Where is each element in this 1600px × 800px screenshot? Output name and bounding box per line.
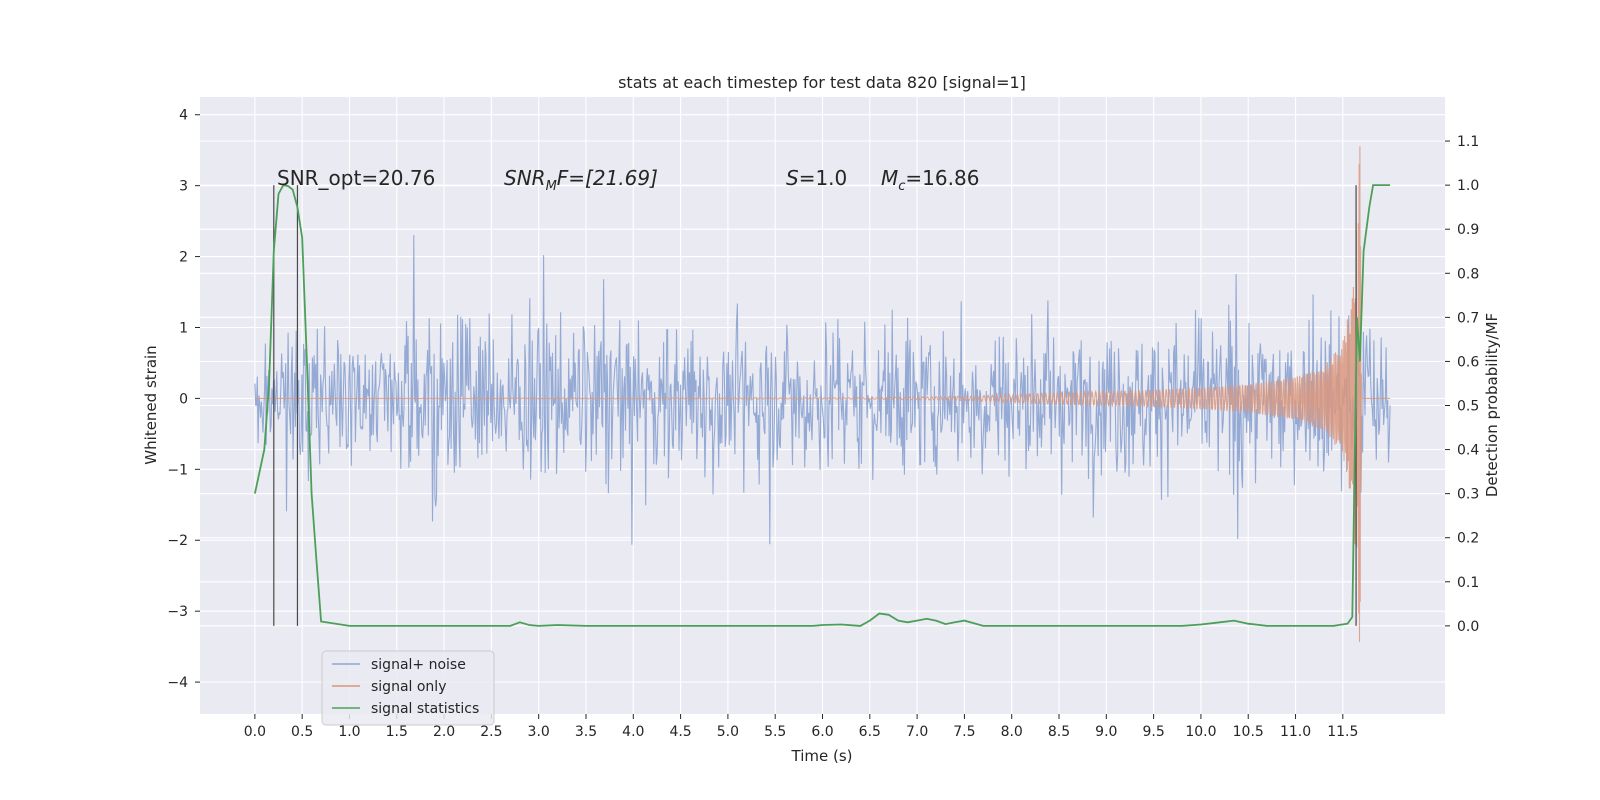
x-tick-label: 1.0 bbox=[338, 724, 360, 740]
y-right-axis-label: Detection probability/MF bbox=[1483, 313, 1501, 497]
annotation-s-symbol: S bbox=[786, 166, 799, 190]
annotation-mc-sub: c bbox=[898, 179, 905, 194]
x-tick-label: 8.0 bbox=[1001, 724, 1023, 740]
x-tick-label: 3.0 bbox=[528, 724, 550, 740]
x-tick-label: 0.0 bbox=[244, 724, 266, 740]
x-tick-label: 5.0 bbox=[717, 724, 739, 740]
x-tick-label: 6.5 bbox=[859, 724, 881, 740]
y-right-tick-label: 1.0 bbox=[1457, 178, 1479, 194]
y-left-tick-label: 2 bbox=[179, 250, 188, 266]
x-tick-label: 2.5 bbox=[480, 724, 502, 740]
y-left-tick-label: 3 bbox=[179, 179, 188, 195]
x-tick-label: 2.0 bbox=[433, 724, 455, 740]
x-tick-label: 7.0 bbox=[906, 724, 928, 740]
chart-title: stats at each timestep for test data 820… bbox=[618, 73, 1026, 92]
signal-only-series bbox=[254, 146, 1391, 642]
x-tick-label: 10.5 bbox=[1233, 724, 1264, 740]
x-tick-label: 4.5 bbox=[669, 724, 691, 740]
x-tick-label: 3.5 bbox=[575, 724, 597, 740]
annotation-snr-mf-base: SNR bbox=[504, 166, 546, 190]
annotation-snr-mf-sub: M bbox=[546, 179, 557, 194]
signal-statistics-line bbox=[254, 184, 1391, 627]
y-right-tick-label: 0.7 bbox=[1457, 310, 1479, 326]
y-right-tick-label: 0.9 bbox=[1457, 222, 1479, 238]
y-left-tick-label: 1 bbox=[179, 320, 188, 336]
signal-noise-line bbox=[254, 235, 1391, 545]
x-tick-label: 5.5 bbox=[764, 724, 786, 740]
y-left-tick-label: −4 bbox=[167, 675, 188, 691]
signal-only-line bbox=[254, 146, 1391, 642]
y-right-tick-label: 0.2 bbox=[1457, 531, 1479, 547]
annotation-mc-symbol: M bbox=[881, 166, 898, 190]
annotation-s: S=1.0 bbox=[786, 166, 847, 190]
x-tick-label: 4.0 bbox=[622, 724, 644, 740]
x-tick-label: 7.5 bbox=[953, 724, 975, 740]
y-right-axis-ticks: 0.0 0.1 0.2 0.3 0.4 0.5 0.6 0.7 0.8 0.9 1.0 1.1 bbox=[1445, 134, 1479, 635]
y-left-tick-label: −1 bbox=[167, 462, 188, 478]
y-left-tick-label: 4 bbox=[179, 108, 188, 124]
x-axis-ticks: 0.0 0.5 1.0 1.5 2.0 2.5 3.0 3.5 4.0 4.5 5.0 5.5 6.0 6… bbox=[244, 714, 1358, 740]
y-right-tick-label: 0.4 bbox=[1457, 443, 1479, 459]
y-left-axis-label: Whitened strain bbox=[142, 345, 160, 464]
signal-statistics-series bbox=[254, 184, 1391, 627]
y-left-tick-label: −2 bbox=[167, 533, 188, 549]
signal-noise-series bbox=[254, 235, 1391, 545]
x-tick-label: 11.0 bbox=[1280, 724, 1311, 740]
annotation-snr-mf-rest: F=[21.69] bbox=[557, 166, 658, 190]
legend-box bbox=[321, 650, 495, 726]
x-tick-label: 1.5 bbox=[386, 724, 408, 740]
y-right-tick-label: 0.8 bbox=[1457, 266, 1479, 282]
y-left-tick-label: −3 bbox=[167, 604, 188, 620]
y-right-tick-label: 0.6 bbox=[1457, 354, 1479, 370]
x-tick-label: 9.5 bbox=[1142, 724, 1164, 740]
x-tick-label: 11.5 bbox=[1327, 724, 1358, 740]
annotation-mc-value: =16.86 bbox=[905, 166, 979, 190]
x-tick-label: 8.5 bbox=[1048, 724, 1070, 740]
annotation-snr-mf: SNRMF=[21.69] bbox=[504, 166, 658, 194]
annotations: SNR_opt=20.76 SNRMF=[21.69] S=1.0 Mc=16.… bbox=[277, 166, 979, 194]
y-right-tick-label: 0.0 bbox=[1457, 619, 1479, 635]
legend-label-signal-noise: signal+ noise bbox=[371, 657, 466, 673]
y-right-tick-label: 0.1 bbox=[1457, 575, 1479, 591]
y-right-tick-label: 0.5 bbox=[1457, 399, 1479, 415]
annotation-s-value: =1.0 bbox=[799, 166, 848, 190]
x-axis-label: Time (s) bbox=[791, 747, 853, 765]
legend-label-signal-only: signal only bbox=[371, 679, 446, 695]
x-tick-label: 9.0 bbox=[1095, 724, 1117, 740]
annotation-mc: Mc=16.86 bbox=[881, 166, 979, 194]
y-left-axis-ticks: −4 −3 −2 −1 0 1 2 3 4 bbox=[167, 108, 200, 691]
x-tick-label: 10.0 bbox=[1185, 724, 1216, 740]
x-tick-label: 6.0 bbox=[811, 724, 833, 740]
y-left-tick-label: 0 bbox=[179, 391, 188, 407]
x-tick-label: 0.5 bbox=[291, 724, 313, 740]
annotation-snr-opt: SNR_opt=20.76 bbox=[277, 166, 435, 190]
legend-label-signal-statistics: signal statistics bbox=[371, 701, 479, 717]
legend: signal+ noise signal only signal statist… bbox=[321, 650, 495, 726]
y-right-tick-label: 0.3 bbox=[1457, 487, 1479, 503]
y-right-tick-label: 1.1 bbox=[1457, 134, 1479, 150]
